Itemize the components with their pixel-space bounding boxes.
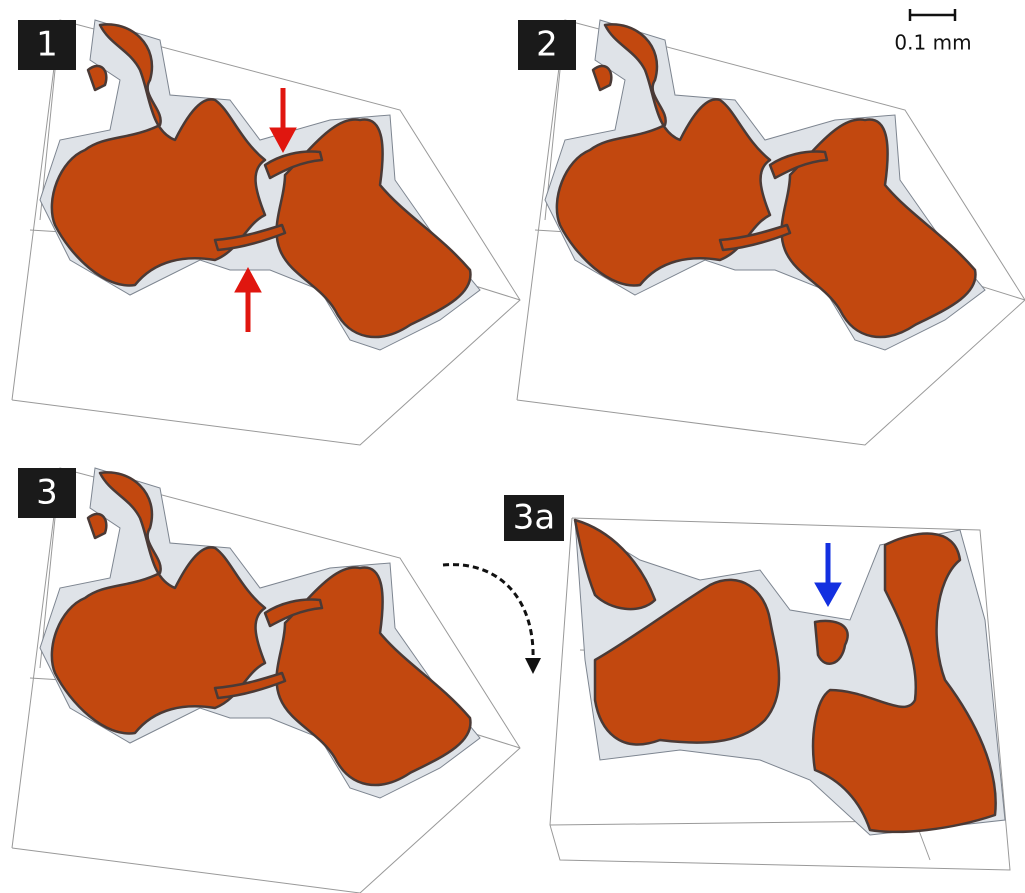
- panel-label-box: [18, 20, 76, 70]
- rotation-arrow: [442, 563, 535, 661]
- pore-render: [38, 466, 482, 800]
- blue-arrow: [814, 543, 842, 608]
- panel-label-box: [518, 20, 576, 70]
- panel-2: 2: [516, 18, 1025, 446]
- panel-1: 1: [11, 18, 521, 446]
- panel-3: 3: [11, 466, 521, 893]
- pore-render: [543, 18, 987, 352]
- red-arrows: [234, 88, 297, 332]
- panel-label: 3a: [513, 498, 555, 538]
- rotation-arrow-head: [525, 658, 541, 674]
- scale-bar-label: 0.1 mm: [894, 31, 971, 55]
- pore-render: [38, 18, 482, 352]
- panel-label-box: [504, 495, 564, 541]
- panel-label: 2: [536, 25, 558, 65]
- panel-label: 1: [36, 25, 58, 65]
- panel-3a: 3a: [504, 495, 1011, 871]
- panel-label: 3: [36, 473, 58, 513]
- panel-label-box: [18, 468, 76, 518]
- scale-bar: 0.1 mm: [894, 9, 972, 55]
